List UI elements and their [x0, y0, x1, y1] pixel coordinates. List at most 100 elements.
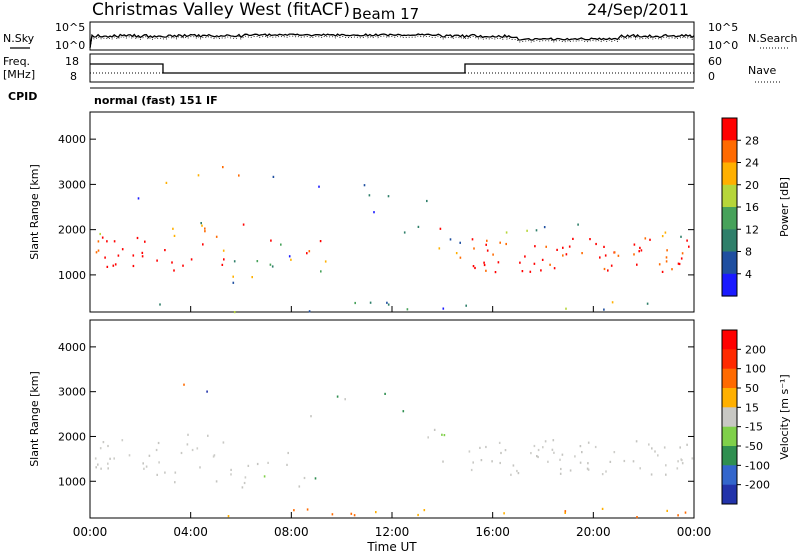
echo-band-evening-cell — [638, 250, 640, 253]
vel-afternoon-blob-cell — [298, 485, 301, 488]
echo-band-evening-cell — [640, 249, 643, 252]
echo-band-evening-cell — [494, 271, 497, 274]
vel-band-evening-cell — [533, 444, 536, 448]
echo-band-morning-cell — [95, 251, 98, 254]
echo-band-evening-cell — [485, 243, 487, 246]
vel-band-evening-cell — [536, 455, 538, 458]
vel-band-dip-cell — [199, 466, 201, 469]
echo-band-evening-cell — [665, 260, 668, 263]
vel-band-evening-cell — [657, 454, 659, 457]
echo-orange-patch-cell — [200, 222, 202, 225]
vel-pre-switch-cell — [441, 433, 443, 436]
vel-band-evening-cell — [552, 439, 555, 442]
vel-band-morning-cell — [107, 444, 109, 448]
power-ytick-label: 3000 — [58, 178, 86, 191]
vel-band-evening-cell — [579, 461, 582, 464]
echo-near-range-cell — [386, 301, 388, 304]
vel-pre-switch-cell — [443, 434, 446, 437]
power-colorbar-label: 20 — [745, 179, 759, 192]
echo-afternoon-blob-cell — [319, 240, 322, 243]
echo-pre-switch-cell — [439, 227, 442, 230]
vel-near-range-cell — [684, 511, 687, 514]
echo-upper-evening-cell — [505, 231, 508, 234]
echo-band-evening-cell — [473, 247, 475, 250]
power-colorbar-label: 28 — [745, 134, 759, 147]
echo-band-evening-cell — [541, 258, 544, 261]
vel-afternoon-blob-cell — [243, 481, 246, 485]
velocity-colorbar-label: -50 — [745, 440, 763, 453]
echo-high-patch-cell — [238, 174, 240, 177]
noise-tick-bottom-right: 10^0 — [708, 39, 738, 52]
echo-near-range — [159, 301, 649, 314]
vel-band-evening-cell — [553, 451, 555, 454]
echo-upper-evening-cell — [526, 229, 528, 232]
echo-band-evening-cell — [603, 245, 605, 248]
echo-band-evening-cell — [589, 238, 591, 241]
echo-band-dip-cell — [215, 235, 218, 238]
vel-band-evening-cell — [569, 469, 572, 472]
vel-band-evening-cell — [587, 468, 590, 471]
echo-band-morning-cell — [113, 240, 116, 243]
time-tick-label: 20:00 — [576, 525, 611, 539]
echo-band-evening-cell — [485, 269, 487, 272]
echo-high-patch-cell — [197, 174, 200, 177]
echo-band-morning-cell — [112, 264, 115, 267]
power-colorbar-label: 12 — [745, 223, 759, 236]
echo-band-evening-cell — [665, 256, 668, 259]
velocity-colorbar-swatch — [722, 446, 737, 466]
echo-upper-evening-cell — [661, 235, 664, 238]
velocity-colorbar-swatch — [722, 388, 737, 408]
vel-arc-cell — [344, 398, 346, 401]
vel-band-morning-cell — [107, 462, 109, 465]
echo-band-morning-cell — [164, 249, 166, 252]
vel-near-range-cell — [417, 513, 419, 517]
vel-band-dip-cell — [191, 448, 194, 452]
echo-near-range-cell — [159, 303, 161, 306]
vel-band-evening-cell — [579, 445, 582, 448]
vel-afternoon-blob-cell — [267, 461, 269, 464]
echo-band-evening-cell — [581, 252, 583, 255]
vel-band-morning-cell — [113, 457, 115, 460]
vel-near-range — [227, 507, 687, 519]
noise-tick-top-right: 10^5 — [708, 21, 738, 34]
vel-band-evening-cell — [665, 473, 667, 476]
time-tick-label: 08:00 — [274, 525, 309, 539]
velocity-ylabel: Slant Range [km] — [28, 371, 41, 467]
echo-band-evening-cell — [562, 246, 564, 249]
echo-arc — [272, 175, 375, 214]
vel-band-morning-cell — [164, 471, 166, 474]
vel-band-dip — [174, 433, 225, 484]
echo-band-dip-cell — [223, 258, 225, 261]
echo-band-morning-cell — [121, 248, 124, 251]
vel-band-morning-cell — [143, 467, 145, 470]
echo-band-evening-cell — [519, 261, 521, 264]
vel-afternoon-blob-cell — [230, 468, 232, 471]
echo-band-evening-cell — [613, 251, 616, 254]
echo-band-evening-cell — [678, 262, 681, 266]
echo-band-evening-cell — [483, 261, 485, 264]
vel-band-evening-cell — [537, 448, 540, 452]
echo-near-range-cell — [611, 301, 614, 304]
echo-band-evening-cell — [521, 270, 524, 273]
nsky-label: N.Sky — [3, 32, 35, 45]
vel-band-morning-cell — [145, 465, 148, 468]
velocity-colorbar-swatch — [722, 426, 737, 447]
echo-band-morning-cell — [156, 259, 158, 262]
vel-band-evening-cell — [632, 460, 635, 463]
vel-band-evening-cell — [491, 460, 493, 463]
time-tick-label: 04:00 — [173, 525, 208, 539]
echo-arc-descending-cell — [387, 195, 390, 198]
echo-afternoon-blob-cell — [308, 250, 311, 253]
echo-band-evening-cell — [617, 254, 620, 257]
vel-band-evening-cell — [686, 443, 688, 446]
echo-band-evening-cell — [636, 263, 638, 266]
vel-afternoon-blob-cell — [314, 477, 317, 480]
echo-band-evening-cell — [553, 267, 556, 270]
vel-afternoon-blob-cell — [263, 475, 266, 478]
velocity-colorbar-swatch — [722, 407, 737, 428]
echo-band-morning-cell — [141, 255, 144, 258]
echo-band-dip-cell — [172, 227, 174, 230]
echo-band-evening-cell — [471, 238, 474, 241]
vel-band-evening-cell — [516, 469, 518, 473]
time-tick-label: 16:00 — [475, 525, 510, 539]
